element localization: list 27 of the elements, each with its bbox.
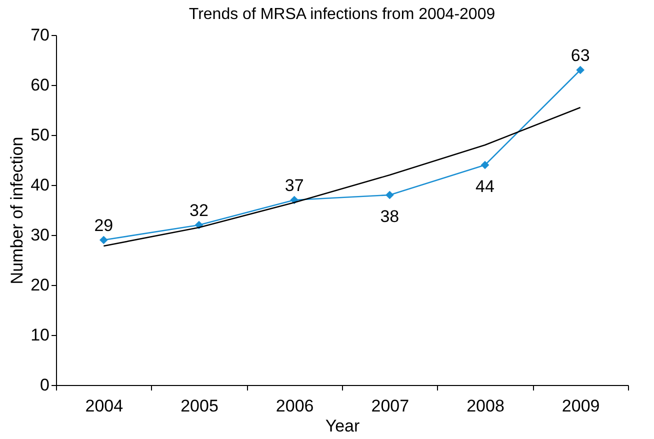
point (480, 160, 490, 170)
y-tick-label: 50 (30, 126, 50, 144)
y-tick-label: 60 (30, 76, 50, 94)
point (385, 190, 394, 200)
data-label: 44 (476, 177, 494, 196)
point (99, 236, 108, 244)
chart-title: Trends of MRSA infections from 2004-2009 (188, 6, 496, 23)
y-tick-label: 40 (30, 176, 50, 194)
point (576, 66, 585, 74)
data-label: 32 (190, 201, 208, 220)
x-tick-label: 2009 (562, 396, 600, 416)
x-tick-label: 2006 (276, 396, 314, 416)
x-tick-label: 2004 (85, 396, 124, 416)
data-label: 37 (284, 176, 304, 195)
y-tick-label: 30 (30, 226, 50, 244)
data-label: 63 (570, 46, 590, 65)
x-axis-title: Year (325, 416, 360, 436)
data-label: 29 (94, 216, 114, 235)
x-tick-label: 2008 (466, 396, 504, 416)
y-tick-label: 10 (30, 326, 50, 344)
y-tick-label: 20 (30, 276, 50, 294)
data-label: 38 (380, 207, 400, 226)
y-axis-title: Number of infection (8, 136, 27, 284)
y-tick-label: 70 (30, 26, 50, 44)
x-tick-label: 2007 (371, 396, 410, 416)
y-tick-label: 0 (40, 376, 50, 394)
x-tick-label: 2005 (180, 396, 218, 416)
